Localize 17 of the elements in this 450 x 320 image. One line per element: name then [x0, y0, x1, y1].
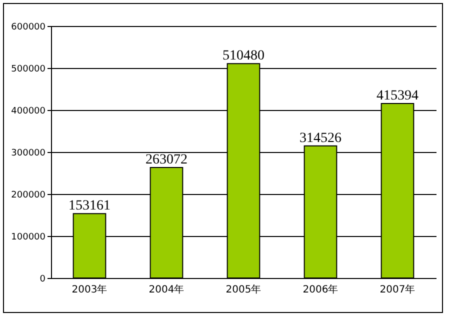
y-tick-label: 100000 [11, 232, 46, 242]
y-tick-label: 600000 [11, 22, 46, 32]
x-tick-label: 2006年 [302, 284, 338, 296]
data-label: 510480 [222, 48, 264, 64]
y-tick-label: 200000 [11, 190, 46, 200]
x-tick-label: 2005年 [226, 284, 262, 296]
data-label: 263072 [146, 152, 188, 168]
y-tick-label: 400000 [11, 106, 46, 116]
x-tick-label: 2003年 [72, 284, 108, 296]
y-tick-label: 0 [40, 274, 46, 284]
y-tick-label: 500000 [11, 64, 46, 74]
x-tick-label: 2007年 [380, 284, 416, 296]
data-label: 314526 [300, 130, 342, 146]
x-tick-label: 2004年 [148, 284, 184, 296]
y-tick-label: 300000 [11, 148, 46, 158]
data-label: 415394 [376, 88, 418, 104]
data-label: 153161 [68, 198, 110, 214]
